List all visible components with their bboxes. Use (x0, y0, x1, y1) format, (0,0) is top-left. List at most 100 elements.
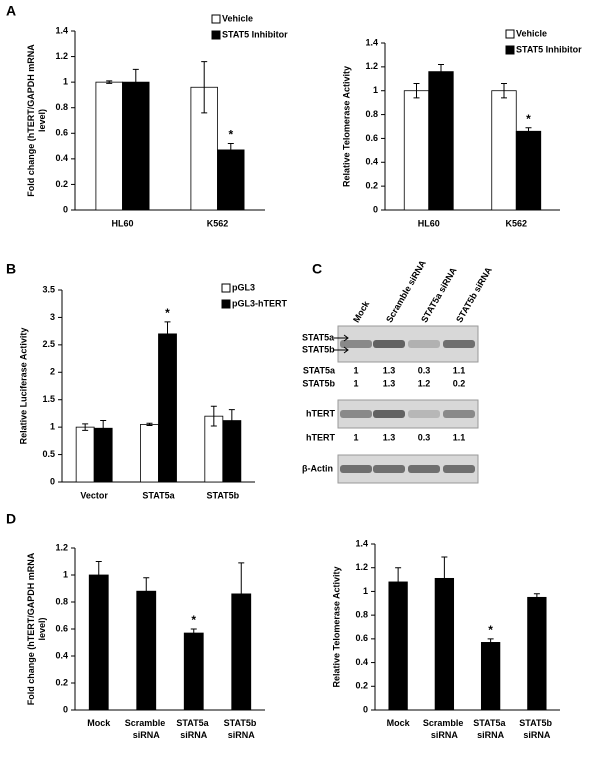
y-tick-label: 0.4 (355, 657, 368, 667)
band-label: STAT5a (302, 332, 335, 342)
error-bar (95, 561, 102, 589)
bar (491, 90, 517, 211)
y-tick-label: 1 (50, 422, 55, 432)
x-tick-label: Mock (87, 718, 111, 728)
error-bar (441, 556, 448, 601)
significance-marker: * (165, 306, 170, 320)
y-tick-label: 1.2 (365, 61, 378, 71)
band (373, 340, 405, 348)
legend-swatch (211, 14, 221, 24)
y-axis-label: Fold change (hTERT/GAPDH mRNA (26, 552, 36, 705)
bar (122, 81, 150, 211)
x-tick-label: STAT5a siRNA (473, 718, 508, 740)
bar (527, 596, 547, 711)
y-tick-label: 1.4 (55, 25, 68, 35)
band (340, 465, 372, 473)
legend-swatch (505, 29, 515, 39)
blot-label: hTERT (306, 408, 335, 418)
panel-label: A (6, 3, 16, 19)
quant-value: 1 (353, 378, 358, 388)
error-bar (146, 422, 153, 426)
y-tick-label: 1.4 (355, 538, 368, 548)
y-tick-label: 1.2 (55, 51, 68, 61)
x-tick-label: STAT5a (142, 490, 175, 500)
panel-label: B (6, 261, 16, 277)
x-tick-label: HL60 (111, 218, 133, 228)
quant-value: 1.3 (383, 365, 396, 375)
significance-marker: * (228, 128, 233, 142)
y-tick-label: 0.2 (365, 181, 378, 191)
band (408, 410, 440, 418)
quant-value: 1.1 (453, 432, 466, 442)
significance-marker: * (191, 613, 196, 627)
y-tick-label: 1 (373, 85, 378, 95)
y-tick-label: 2.5 (42, 339, 55, 349)
y-tick-label: 0.6 (365, 133, 378, 143)
y-tick-label: 1 (63, 569, 68, 579)
error-bar (413, 83, 420, 99)
error-bar (190, 628, 197, 638)
y-tick-label: 1.2 (55, 542, 68, 552)
quant-value: 1.2 (418, 378, 431, 388)
legend-swatch (221, 283, 231, 293)
panel-label: C (312, 261, 322, 277)
quant-value: 1.3 (383, 432, 396, 442)
legend-label: STAT5 Inhibitor (222, 29, 288, 39)
y-tick-label: 0.4 (365, 157, 378, 167)
error-bar (228, 409, 235, 433)
band-arrow (334, 334, 349, 354)
error-bar (395, 567, 402, 597)
y-tick-label: 2 (50, 367, 55, 377)
y-axis-label: level) (37, 109, 47, 132)
blot-label: β-Actin (302, 463, 333, 473)
x-tick-label: K562 (207, 218, 229, 228)
y-tick-label: 1.2 (355, 562, 368, 572)
error-bar (201, 61, 208, 114)
band (340, 340, 372, 348)
x-tick-label: Mock (387, 718, 411, 728)
bar (136, 590, 157, 711)
band (408, 465, 440, 473)
y-tick-label: 0.5 (42, 449, 55, 459)
legend-label: STAT5 Inhibitor (516, 44, 582, 54)
bar (403, 90, 430, 211)
band (443, 340, 475, 348)
x-tick-label: STAT5b (206, 490, 239, 500)
bar (75, 426, 95, 483)
quant-row-label: STAT5a (303, 365, 336, 375)
error-bar (227, 143, 234, 157)
y-tick-label: 3.5 (42, 284, 55, 294)
bar (140, 423, 159, 483)
bar (428, 71, 454, 211)
error-bar (132, 68, 139, 96)
legend-label: Vehicle (516, 28, 547, 38)
quant-value: 1 (353, 365, 358, 375)
lane-label: Mock (351, 298, 372, 324)
error-bar (100, 420, 107, 437)
significance-marker: * (488, 623, 493, 637)
x-tick-label: Vector (80, 490, 108, 500)
y-tick-label: 0.8 (365, 109, 378, 119)
band (373, 410, 405, 418)
y-axis-label: Relative Telomerase Activity (331, 566, 341, 687)
band (443, 410, 475, 418)
y-axis-label: Relative Telomerase Activity (341, 66, 351, 187)
lane-label: STAT5b siRNA (454, 265, 494, 324)
y-tick-label: 0.2 (55, 179, 68, 189)
band (340, 410, 372, 418)
y-tick-label: 0.4 (55, 153, 68, 163)
x-tick-label: Scramble siRNA (125, 718, 168, 740)
x-tick-label: Scramble siRNA (423, 718, 466, 740)
error-bar (501, 83, 507, 99)
quant-value: 1.3 (383, 378, 396, 388)
legend-label: Vehicle (222, 13, 253, 23)
x-tick-label: STAT5a siRNA (176, 718, 211, 740)
y-tick-label: 0 (50, 476, 55, 486)
bar (88, 574, 109, 711)
y-tick-label: 0.6 (55, 128, 68, 138)
band (373, 465, 405, 473)
y-tick-label: 0 (373, 204, 378, 214)
y-tick-label: 0.8 (55, 596, 68, 606)
quant-row-label: hTERT (306, 432, 335, 442)
x-tick-label: STAT5b siRNA (519, 718, 554, 740)
